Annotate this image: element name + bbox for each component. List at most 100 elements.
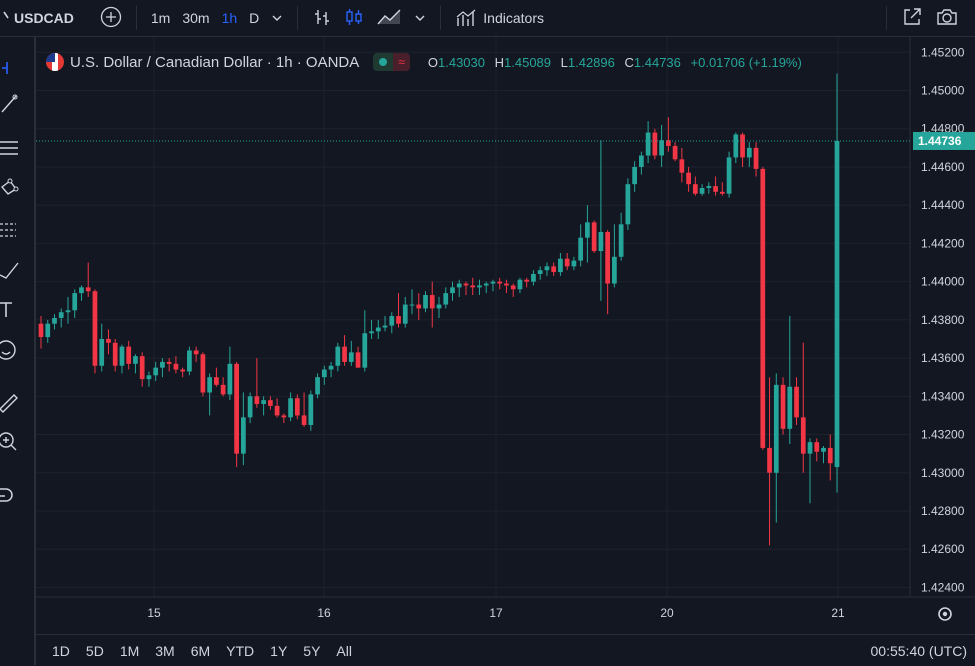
y-tick-label: 1.43200 [921, 428, 965, 442]
range-5y[interactable]: 5Y [303, 642, 321, 659]
candle-body [241, 417, 246, 454]
interval-1m[interactable]: 1m [150, 10, 171, 26]
camera-icon[interactable] [929, 6, 965, 31]
market-status-badge[interactable]: ≈ [373, 53, 410, 71]
candle-body [490, 281, 496, 284]
chevron-down-icon[interactable] [408, 10, 432, 26]
settings-icon[interactable] [938, 607, 952, 621]
range-1d[interactable]: 1D [52, 642, 70, 659]
x-tick-label: 15 [147, 606, 161, 620]
candle-body [92, 291, 98, 366]
candle-body [200, 354, 206, 393]
time-axis[interactable]: 15 16 17 20 21 [147, 606, 845, 620]
brush-icon[interactable] [0, 259, 22, 281]
y-tick-label: 1.44200 [921, 236, 965, 250]
range-1y[interactable]: 1Y [270, 642, 288, 659]
candle-body [193, 350, 199, 355]
candle-body [396, 316, 401, 324]
candle-body [207, 377, 213, 393]
candle-body [760, 168, 766, 448]
range-5d[interactable]: 5D [85, 642, 104, 659]
interval-1h[interactable]: 1h [221, 10, 238, 26]
candle-body [531, 273, 536, 282]
candle-body [699, 187, 705, 194]
candle-body [402, 304, 408, 324]
candle-body [740, 134, 745, 158]
candle-body [180, 369, 186, 372]
range-all[interactable]: All [336, 642, 352, 659]
fib-icon[interactable] [0, 137, 22, 159]
candle-body [58, 312, 64, 318]
chevron-down-icon[interactable] [265, 10, 289, 26]
candle-body [814, 442, 820, 452]
interval-30m[interactable]: 30m [182, 10, 210, 26]
candle-body [456, 283, 462, 288]
candle-body [301, 415, 307, 425]
pattern-icon[interactable] [0, 177, 22, 199]
y-tick-label: 1.44400 [921, 198, 965, 212]
candles-chart-icon[interactable] [338, 7, 370, 30]
add-symbol-icon[interactable] [94, 6, 128, 31]
candle-body [800, 417, 806, 454]
search-icon[interactable] [0, 10, 10, 27]
candle-body [686, 172, 691, 185]
candle-body [665, 140, 671, 146]
indicators-label: Indicators [483, 10, 544, 26]
open-value: 1.43030 [438, 54, 485, 70]
y-tick-label: 1.43400 [921, 389, 965, 403]
magnet-icon[interactable] [0, 485, 22, 507]
y-tick-label: 1.43600 [921, 351, 965, 365]
crosshair-icon[interactable] [0, 57, 22, 79]
range-ytd[interactable]: YTD [226, 642, 255, 659]
area-chart-icon[interactable] [370, 7, 408, 30]
candle-body [126, 346, 132, 364]
candle-body [423, 295, 428, 309]
symbol-search[interactable]: USDCAD [14, 10, 74, 26]
candle-body [342, 346, 347, 362]
candle-body [436, 304, 442, 309]
range-6m[interactable]: 6M [190, 642, 211, 659]
candle-body [821, 447, 826, 452]
forecast-icon[interactable] [0, 219, 22, 241]
candle-body [753, 147, 759, 169]
toolbar-divider [135, 6, 137, 30]
candle-body [139, 356, 145, 380]
candle-body [679, 159, 685, 173]
range-1m[interactable]: 1M [119, 642, 140, 659]
candle-body [477, 285, 482, 288]
candle-body [551, 266, 557, 273]
candle-body [335, 346, 341, 366]
candle-body [692, 184, 698, 194]
high-value: 1.45089 [504, 54, 552, 70]
range-3m[interactable]: 3M [155, 642, 175, 659]
candle-body [659, 140, 664, 156]
candle-body [672, 145, 678, 160]
price-chart[interactable]: 1.452001.450001.448001.446001.444001.442… [36, 37, 975, 665]
market-open-icon [379, 58, 388, 66]
utc-clock[interactable]: 00:55:40 (UTC) [870, 642, 967, 659]
bars-chart-icon[interactable] [306, 7, 338, 30]
candle-body [382, 325, 388, 328]
interval-d[interactable]: D [249, 10, 260, 26]
candle-body [618, 224, 624, 257]
zoom-icon[interactable] [0, 431, 22, 453]
trend-line-icon[interactable] [0, 93, 22, 115]
x-tick-label: 16 [317, 606, 331, 620]
candle-body [524, 279, 530, 282]
text-icon[interactable] [0, 299, 22, 321]
emoji-icon[interactable] [0, 339, 22, 361]
candle-body [733, 134, 739, 158]
fullscreen-icon[interactable] [895, 6, 929, 31]
low-label: L [560, 54, 568, 70]
indicators-button[interactable]: Indicators [449, 8, 550, 28]
candle-body [72, 293, 78, 311]
candle-body [605, 231, 611, 284]
candle-body [537, 270, 543, 274]
candle-body [261, 400, 266, 404]
price-axis[interactable]: 1.452001.450001.448001.446001.444001.442… [921, 45, 965, 594]
x-tick-label: 17 [489, 606, 503, 620]
chart-title[interactable]: U.S. Dollar / Canadian Dollar · 1h · OAN… [70, 53, 360, 71]
candle-body [294, 398, 300, 416]
ruler-icon[interactable] [0, 391, 22, 413]
y-tick-label: 1.44000 [921, 275, 965, 289]
